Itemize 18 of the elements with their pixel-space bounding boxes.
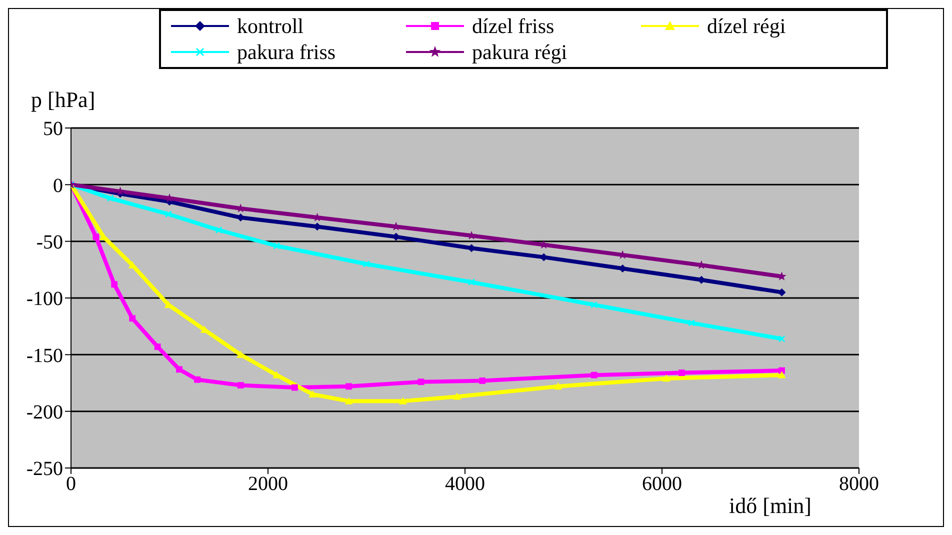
x-axis-title: idő [min] — [729, 493, 812, 519]
y-tick-label: 0 — [53, 174, 63, 197]
y-tick-label: -100 — [26, 288, 63, 310]
legend-label: pakura régi — [472, 39, 568, 65]
y-tick-label: -150 — [26, 344, 63, 367]
x-tick-label: 2000 — [248, 473, 288, 496]
x-tick-label: 4000 — [445, 473, 485, 496]
y-axis-title: p [hPa] — [31, 87, 96, 113]
y-tick-label: -200 — [26, 401, 63, 424]
x-tick-label: 8000 — [839, 473, 879, 496]
legend-label: dízel friss — [472, 13, 554, 39]
x-tick-label: 6000 — [642, 473, 682, 496]
y-tick-label: -250 — [26, 458, 63, 480]
y-tick-label: 50 — [43, 118, 63, 140]
y-tick-label: -50 — [36, 231, 63, 254]
legend-label: kontroll — [237, 13, 304, 39]
legend-label: dízel régi — [707, 13, 786, 39]
legend-label: pakura friss — [237, 39, 336, 65]
